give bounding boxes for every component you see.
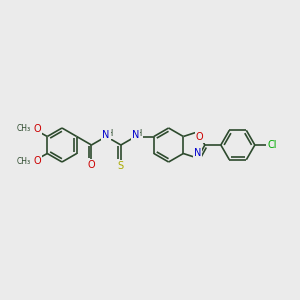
Text: N: N (103, 130, 110, 140)
Text: H: H (135, 129, 142, 138)
Text: S: S (118, 161, 124, 171)
Text: Cl: Cl (267, 140, 277, 150)
Text: O: O (196, 132, 203, 142)
Text: CH₃: CH₃ (16, 124, 30, 133)
Text: CH₃: CH₃ (16, 157, 30, 166)
Text: N: N (132, 130, 139, 140)
Text: O: O (88, 160, 95, 170)
Text: H: H (106, 129, 112, 138)
Text: N: N (194, 148, 201, 158)
Text: O: O (34, 124, 41, 134)
Text: O: O (34, 155, 41, 166)
